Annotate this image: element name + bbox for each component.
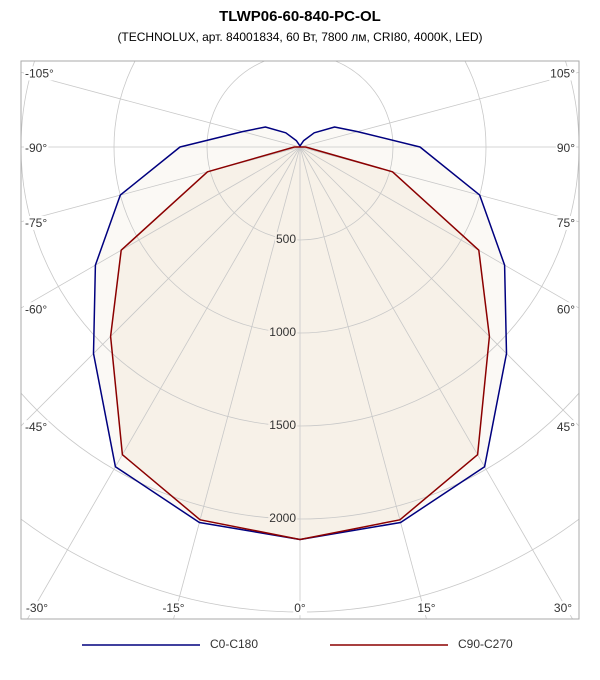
label-bg xyxy=(293,601,307,616)
plot-border xyxy=(20,60,580,620)
legend: C0-C180 C90-C270 xyxy=(82,637,513,651)
series-line xyxy=(109,146,491,541)
angle-label: -45° xyxy=(25,420,47,434)
angle-label: 45° xyxy=(557,420,575,434)
legend-label: C90-C270 xyxy=(458,637,513,651)
angle-label: 75° xyxy=(557,216,575,230)
angle-label: -90° xyxy=(25,141,47,155)
label-bg xyxy=(268,325,298,340)
grid-line xyxy=(173,146,301,619)
label-bg xyxy=(24,141,49,156)
grid-line xyxy=(299,146,579,223)
label-bg xyxy=(24,420,49,435)
label-bg xyxy=(555,302,577,317)
grid-line xyxy=(21,146,301,223)
label-bg xyxy=(549,66,577,81)
chart-title: TLWP06-60-840-PC-OL xyxy=(219,8,381,25)
label-bg xyxy=(24,66,56,81)
label-bg xyxy=(416,601,437,616)
grid-line xyxy=(299,146,573,619)
grid-line xyxy=(299,146,427,619)
angle-label: -75° xyxy=(25,216,47,230)
angle-label: 60° xyxy=(557,302,575,316)
angle-label: 15° xyxy=(417,601,435,615)
grid-line xyxy=(27,146,301,619)
labels: -105° -90° -75° -60° -45° -30° -15° 0° 15° 30° 45°… xyxy=(24,66,577,616)
label-bg xyxy=(555,420,577,435)
angle-label: 90° xyxy=(557,141,575,155)
angle-label: 0° xyxy=(294,601,306,615)
grid-line xyxy=(21,146,301,309)
label-bg xyxy=(24,302,49,317)
label-bg xyxy=(555,215,577,230)
angle-label: 105° xyxy=(550,66,575,80)
label-bg xyxy=(161,601,186,616)
label-bg xyxy=(552,601,574,616)
label-bg xyxy=(268,511,298,526)
grid-line xyxy=(21,146,301,427)
chart-subtitle: (TECHNOLUX, арт. 84001834, 60 Вт, 7800 л… xyxy=(117,30,482,44)
grid-line xyxy=(299,146,579,427)
r-tick-label: 2000 xyxy=(269,511,296,525)
angle-label: -30° xyxy=(26,601,48,615)
label-bg xyxy=(555,141,577,156)
grid-line xyxy=(299,71,579,148)
r-tick-label: 1000 xyxy=(269,325,296,339)
r-tick-label: 500 xyxy=(276,232,296,246)
label-bg xyxy=(24,215,49,230)
angle-label: -15° xyxy=(162,601,184,615)
angle-label: -60° xyxy=(25,302,47,316)
r-tick-label: 1500 xyxy=(269,418,296,432)
grid-line xyxy=(299,146,579,309)
legend-label: C0-C180 xyxy=(210,637,258,651)
angle-label: 30° xyxy=(554,601,572,615)
label-bg xyxy=(24,601,50,616)
label-bg xyxy=(274,232,298,247)
label-bg xyxy=(268,418,298,433)
grid-line xyxy=(21,71,301,148)
angle-label: -105° xyxy=(25,66,54,80)
